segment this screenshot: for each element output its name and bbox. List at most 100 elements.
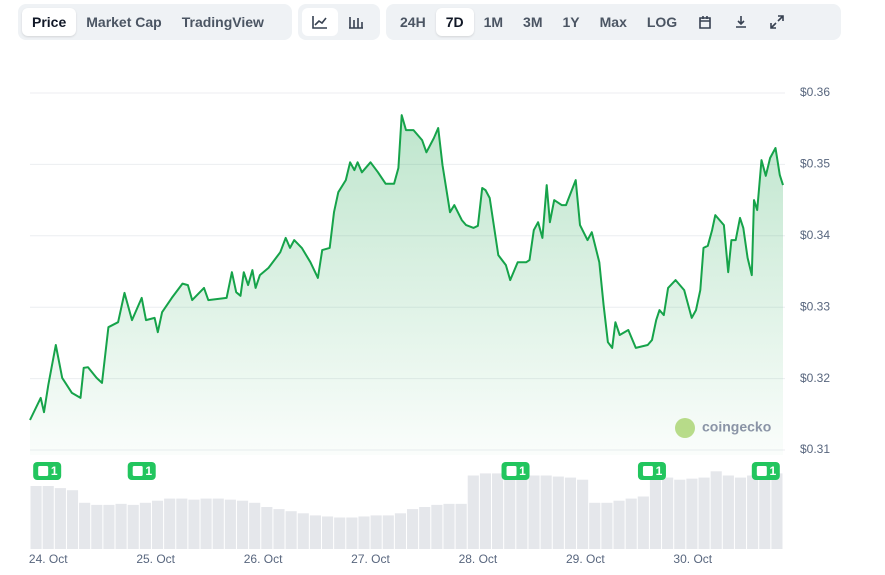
event-label: 1 xyxy=(519,464,526,478)
range-group: 24H 7D 1M 3M 1Y Max LOG xyxy=(386,4,841,40)
y-tick-label: $0.34 xyxy=(800,228,830,242)
volume-bar xyxy=(564,477,577,549)
watermark: coingecko xyxy=(702,419,771,435)
event-label: 1 xyxy=(769,464,776,478)
y-tick-label: $0.32 xyxy=(800,371,830,385)
volume-bar xyxy=(601,502,613,549)
volume-bar xyxy=(200,498,212,549)
volume-bar xyxy=(552,476,564,549)
volume-bar xyxy=(115,503,127,549)
volume-bar xyxy=(358,516,370,549)
volume-bar xyxy=(419,507,431,549)
x-tick-label: 28. Oct xyxy=(459,552,498,566)
volume-bar xyxy=(249,502,261,549)
range-button[interactable]: 7D xyxy=(435,8,474,36)
candle-chart-icon[interactable] xyxy=(338,8,374,36)
event-icon xyxy=(506,466,517,476)
y-tick-label: $0.33 xyxy=(800,299,830,313)
volume-bar xyxy=(722,475,734,549)
volume-bar xyxy=(79,502,91,549)
range-button[interactable]: Max xyxy=(599,14,627,30)
volume-bar xyxy=(273,509,285,549)
tab[interactable]: Price xyxy=(22,8,77,36)
volume-bar xyxy=(370,515,382,549)
range-button[interactable]: 1M xyxy=(483,14,504,30)
x-tick-label: 26. Oct xyxy=(244,552,283,566)
volume-bar xyxy=(164,498,176,549)
volume-bar xyxy=(479,473,492,549)
volume-bar xyxy=(42,486,54,549)
tool-icon[interactable] xyxy=(687,8,723,36)
x-tick-label: 29. Oct xyxy=(566,552,605,566)
y-tick-label: $0.31 xyxy=(800,442,830,456)
volume-bar xyxy=(382,515,394,549)
tool-icon[interactable] xyxy=(723,8,759,36)
volume-bar xyxy=(285,511,297,549)
event-icon xyxy=(132,466,143,476)
tab[interactable]: TradingView xyxy=(181,14,264,30)
tool-icon[interactable] xyxy=(759,8,795,36)
volume-bar xyxy=(504,473,516,549)
watermark-logo xyxy=(675,418,695,438)
range-button[interactable]: 1Y xyxy=(562,14,580,30)
volume-bar xyxy=(236,500,249,549)
y-tick-label: $0.35 xyxy=(800,157,830,171)
line-chart-icon[interactable] xyxy=(302,8,338,36)
range-button[interactable]: 3M xyxy=(523,14,543,30)
volume-bar xyxy=(321,516,334,549)
volume-bar xyxy=(176,498,188,549)
volume-bar xyxy=(30,486,42,549)
volume-bar xyxy=(212,498,224,549)
price-area xyxy=(30,115,783,455)
volume-bar xyxy=(492,473,504,549)
volume-bar xyxy=(54,488,66,549)
volume-bar xyxy=(334,517,346,549)
volume-bar xyxy=(528,475,540,549)
volume-bar xyxy=(747,475,759,549)
range-button[interactable]: 24H xyxy=(400,14,426,30)
volume-bar xyxy=(188,499,200,549)
volume-bar xyxy=(66,490,79,549)
volume-bar xyxy=(734,477,747,549)
volume-bar xyxy=(431,504,443,549)
event-icon xyxy=(38,466,49,476)
volume-bar xyxy=(516,474,528,549)
volume-bar xyxy=(394,513,406,549)
x-tick-label: 30. Oct xyxy=(673,552,712,566)
volume-bar xyxy=(613,500,625,549)
volume-bar xyxy=(443,503,455,549)
volume-bar xyxy=(540,475,552,549)
volume-bar xyxy=(577,479,589,549)
volume-bar xyxy=(710,471,722,549)
event-icon xyxy=(756,466,767,476)
volume-bar xyxy=(127,504,139,549)
volume-bar xyxy=(674,479,686,549)
volume-bar xyxy=(649,479,662,549)
volume-bar xyxy=(662,477,674,549)
volume-bar xyxy=(589,502,601,549)
tab-group: Price Market Cap TradingView xyxy=(18,4,292,40)
volume-bar xyxy=(261,507,273,549)
volume-bar xyxy=(297,513,309,549)
x-tick-label: 27. Oct xyxy=(351,552,390,566)
volume-bar xyxy=(467,475,479,549)
volume-bar xyxy=(759,475,771,549)
tab[interactable]: Market Cap xyxy=(86,14,162,30)
volume-bar xyxy=(151,500,164,549)
volume-bar xyxy=(407,509,419,549)
volume-bar xyxy=(637,496,649,549)
volume-bar xyxy=(771,473,783,549)
price-line xyxy=(29,114,784,421)
volume-bar xyxy=(103,504,115,549)
event-label: 1 xyxy=(51,464,58,478)
range-button[interactable]: LOG xyxy=(646,14,678,30)
x-tick-label: 25. Oct xyxy=(136,552,175,566)
y-tick-label: $0.36 xyxy=(800,85,830,99)
event-label: 1 xyxy=(656,464,663,478)
volume-bar xyxy=(698,477,710,549)
event-icon xyxy=(642,466,653,476)
toolbar: Price Market Cap TradingView 24H 7D 1M 3M 1Y Ma… xyxy=(0,0,885,44)
volume-bar xyxy=(224,499,236,549)
chart: $0.31 $0.32 $0.33 $0.34 $0.35 $0.36 24. Oct 25.… xyxy=(29,85,830,566)
